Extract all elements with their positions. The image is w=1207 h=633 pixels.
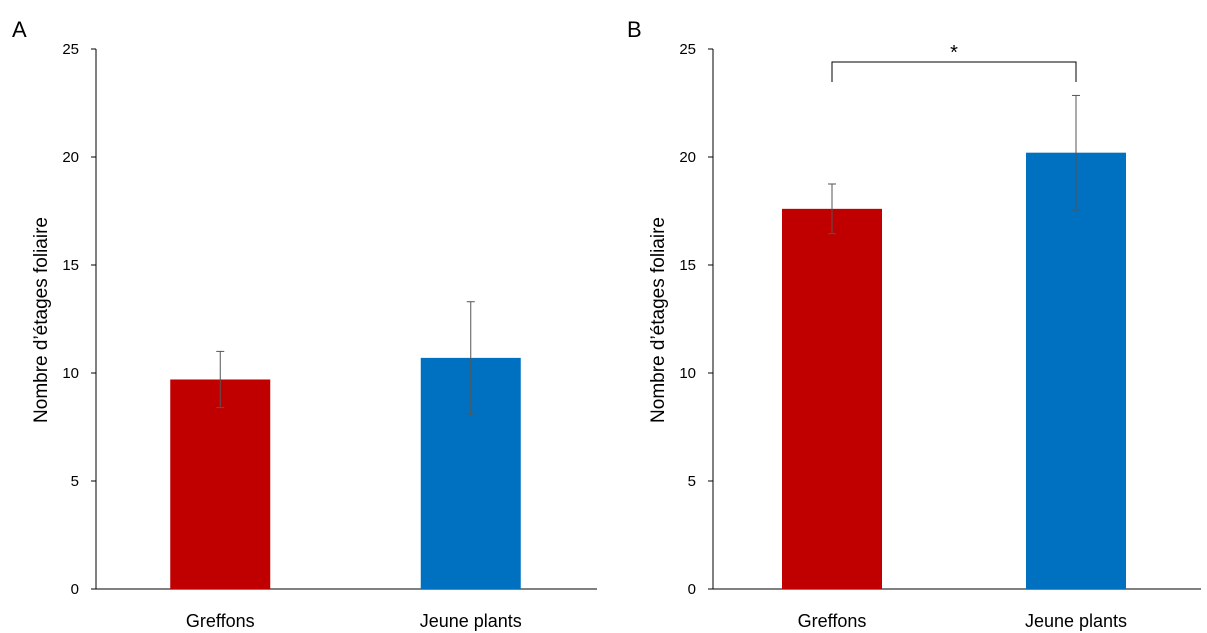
panel-b-error-bar-2 bbox=[1072, 94, 1080, 211]
panel-a-y-ticks: 0 5 10 15 20 25 bbox=[62, 41, 96, 598]
panel-b-significance: * bbox=[831, 42, 1077, 82]
panel-b-y-ticks: 0 5 10 15 20 25 bbox=[679, 41, 713, 598]
panel-b-y-tick-label: 20 bbox=[679, 149, 696, 166]
panel-b-x-categories: Greffons Jeune plants bbox=[798, 611, 1127, 631]
panel-a-x-categories: Greffons Jeune plants bbox=[186, 611, 522, 631]
panel-b-significance-asterisk: * bbox=[950, 42, 958, 64]
panel-a-error-bar-1 bbox=[216, 350, 225, 409]
panel-b-x-category-label: Greffons bbox=[798, 611, 867, 631]
panel-a-y-tick-label: 10 bbox=[62, 365, 79, 382]
panel-b-bar-1 bbox=[782, 208, 882, 589]
panel-a-letter: A bbox=[12, 17, 27, 42]
panel-a-error-bar-2 bbox=[466, 301, 475, 415]
panel-a-y-tick-label: 15 bbox=[62, 257, 79, 274]
panel-b-error-bar-1 bbox=[828, 183, 836, 235]
panel-b-significance-bracket bbox=[831, 61, 1077, 82]
panel-a-y-tick-label: 20 bbox=[62, 149, 79, 166]
panel-b-y-tick-label: 25 bbox=[679, 41, 696, 58]
panel-a-y-tick-label: 5 bbox=[71, 473, 79, 490]
panel-b-y-tick-label: 5 bbox=[688, 473, 696, 490]
panel-b-y-tick-label: 15 bbox=[679, 257, 696, 274]
panel-b-y-tick-label: 10 bbox=[679, 365, 696, 382]
panel-a-x-category-label: Jeune plants bbox=[420, 611, 522, 631]
panel-b-x-category-label: Jeune plants bbox=[1025, 611, 1127, 631]
panel-b-error-bars bbox=[828, 94, 1080, 235]
panel-a-y-tick-label: 0 bbox=[71, 581, 79, 598]
panel-b-bars bbox=[782, 152, 1126, 589]
panel-b: B Nombre d’étages foliaire 0 5 10 15 20 25 Gr… bbox=[627, 17, 1201, 631]
panel-a-y-tick-label: 25 bbox=[62, 41, 79, 58]
panel-a-bars bbox=[170, 357, 521, 589]
panel-a-error-bars bbox=[216, 301, 475, 415]
panel-a-y-axis-label: Nombre d’étages foliaire bbox=[31, 217, 52, 423]
panel-b-y-axis-label: Nombre d’étages foliaire bbox=[648, 217, 669, 423]
panel-b-y-tick-label: 0 bbox=[688, 581, 696, 598]
panel-a: A Nombre d’étages foliaire 0 5 10 15 20 25 Gr… bbox=[12, 17, 597, 631]
panel-a-bar-1 bbox=[170, 379, 271, 589]
panel-a-x-category-label: Greffons bbox=[186, 611, 255, 631]
panel-b-letter: B bbox=[627, 17, 642, 42]
panel-b-bar-2 bbox=[1026, 152, 1126, 589]
